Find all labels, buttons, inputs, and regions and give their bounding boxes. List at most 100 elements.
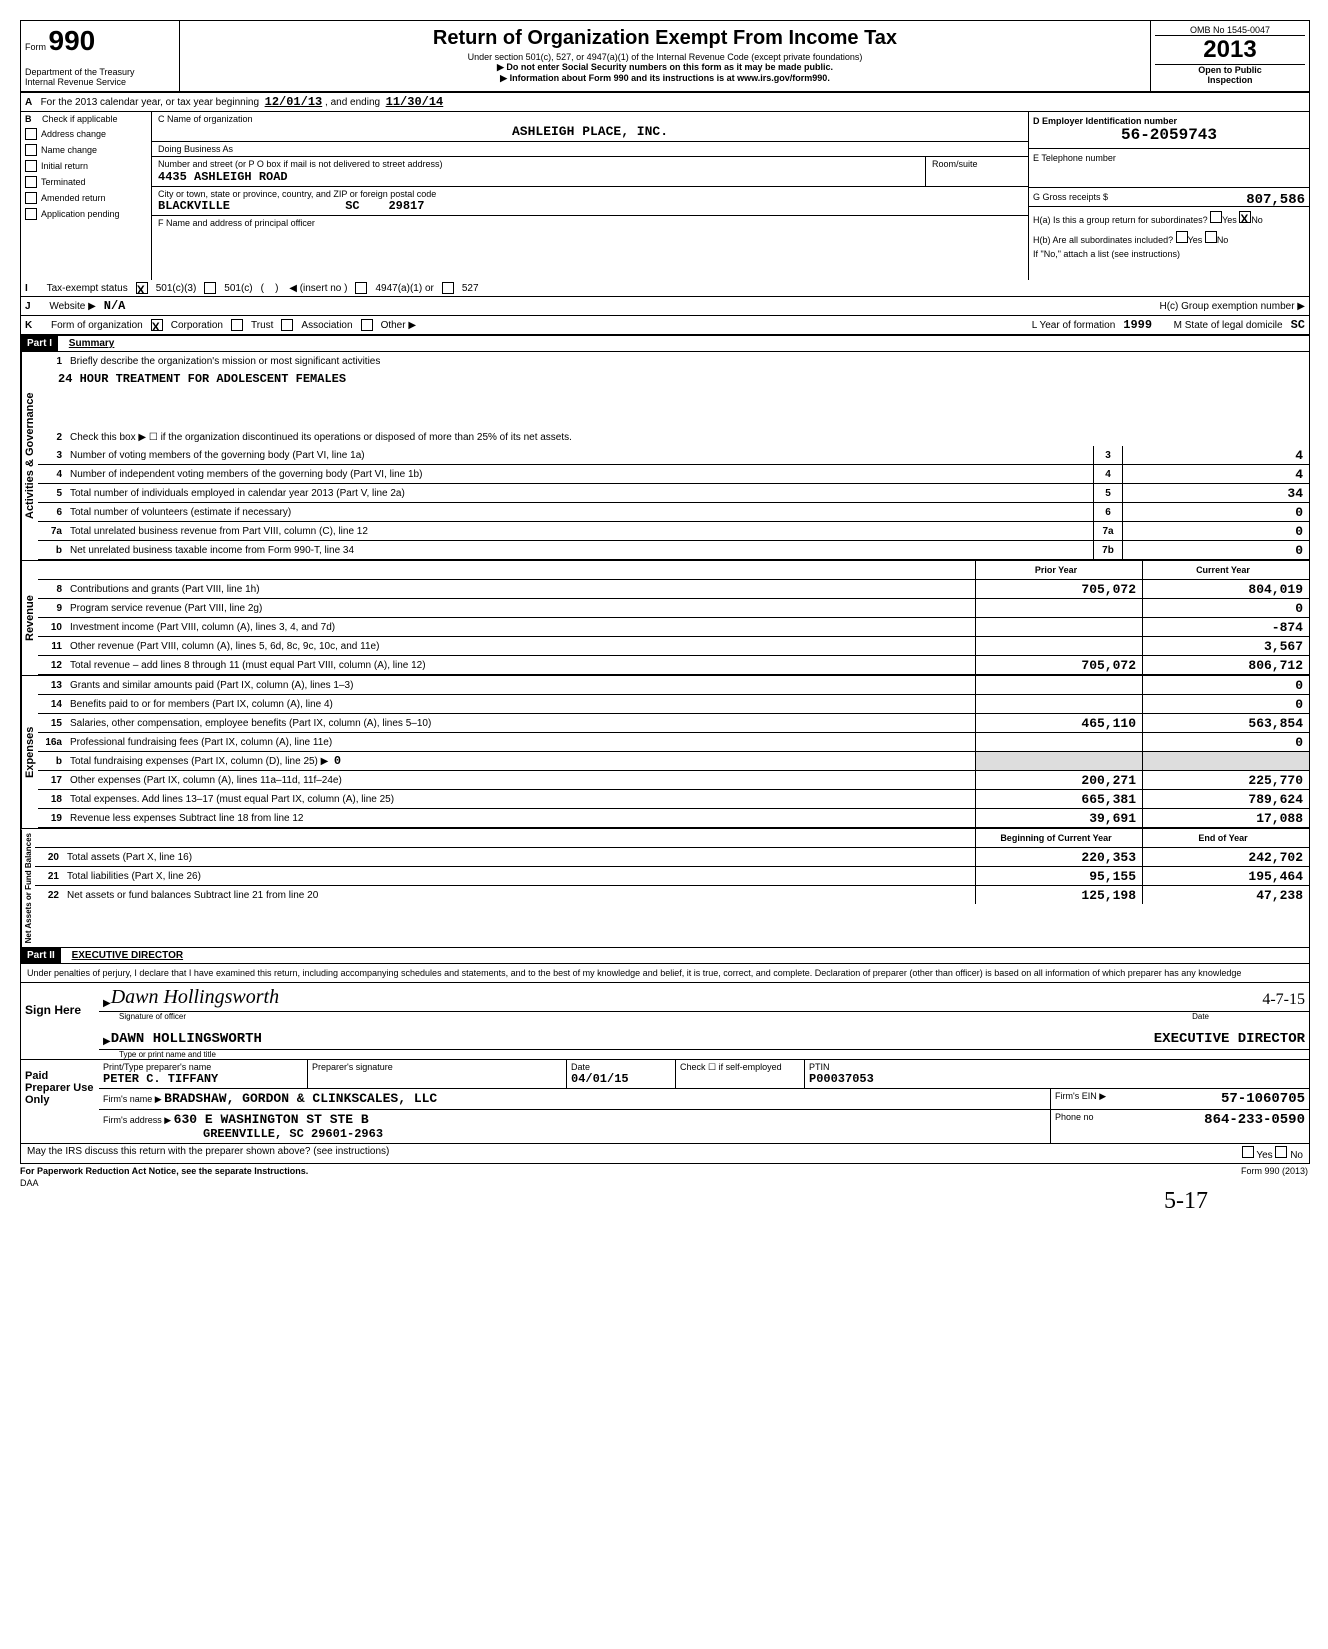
handwritten-note: 5-17: [20, 1188, 1308, 1215]
paperwork-note: For Paperwork Reduction Act Notice, see …: [20, 1166, 308, 1176]
addr-label: Firm's address ▶: [103, 1115, 171, 1125]
form-subtitle: Under section 501(c), 527, or 4947(a)(1)…: [184, 52, 1146, 62]
line19-prior: 39,691: [975, 809, 1142, 827]
lbl-assoc: Association: [301, 320, 352, 331]
x-corp: X: [152, 320, 160, 334]
part1-header-row: Part I Summary: [21, 335, 1309, 352]
ha-yes[interactable]: [1210, 211, 1222, 223]
line20-prior: 220,353: [975, 848, 1142, 866]
chk-corp[interactable]: X: [151, 319, 163, 331]
ha-yes-lbl: Yes: [1222, 215, 1237, 225]
irs-label: Internal Revenue Service: [25, 77, 126, 87]
ha-no[interactable]: X: [1239, 211, 1251, 223]
officer-signature: Dawn Hollingsworth: [111, 986, 279, 1009]
line22-text: Net assets or fund balances Subtract lin…: [63, 888, 975, 903]
line4-text: Number of independent voting members of …: [66, 467, 1093, 482]
daa-label: DAA: [20, 1178, 1308, 1188]
name-label: C Name of organization: [158, 114, 253, 124]
dba-label: Doing Business As: [158, 144, 233, 154]
chk-pending[interactable]: [25, 208, 37, 220]
chk-amended[interactable]: [25, 192, 37, 204]
chk-assoc[interactable]: [281, 319, 293, 331]
discuss-no[interactable]: [1275, 1146, 1287, 1158]
chk-527[interactable]: [442, 282, 454, 294]
sign-section: Sign Here ▶ Dawn Hollingsworth 4-7-15 Si…: [21, 983, 1309, 1059]
exp-label: Expenses: [21, 676, 38, 828]
street-label: Number and street (or P O box if mail is…: [158, 159, 442, 169]
chk-name[interactable]: [25, 144, 37, 156]
ha-label: H(a) Is this a group return for subordin…: [1033, 215, 1208, 225]
hb-no[interactable]: [1205, 231, 1217, 243]
rev-content: Prior YearCurrent Year 8Contributions an…: [38, 561, 1309, 675]
header-left: Form 990 Department of the Treasury Inte…: [21, 21, 180, 91]
line12-text: Total revenue – add lines 8 through 11 (…: [66, 658, 975, 673]
dba-box: Doing Business As: [152, 142, 1028, 157]
line10-prior: [975, 618, 1142, 636]
tax-year: 2013: [1155, 36, 1305, 64]
addr2: GREENVILLE, SC 29601-2963: [203, 1127, 383, 1141]
year-formed: 1999: [1123, 318, 1152, 332]
lbl-initial: Initial return: [41, 161, 88, 171]
line20-text: Total assets (Part X, line 16): [63, 850, 975, 865]
chk-terminated[interactable]: [25, 176, 37, 188]
line5-val: 34: [1123, 486, 1309, 501]
chk-other[interactable]: [361, 319, 373, 331]
chk-501c3[interactable]: X: [136, 282, 148, 294]
lbl-pending: Application pending: [41, 209, 120, 219]
sign-right: ▶ Dawn Hollingsworth 4-7-15 Signature of…: [99, 983, 1309, 1059]
line16b-label: Total fundraising expenses (Part IX, col…: [70, 756, 328, 767]
chk-initial[interactable]: [25, 160, 37, 172]
chk-4947[interactable]: [355, 282, 367, 294]
ha-no-x: X: [1240, 212, 1248, 226]
row-a-mid: , and ending: [325, 97, 380, 108]
line11-text: Other revenue (Part VIII, column (A), li…: [66, 639, 975, 654]
firm-label: Firm's name ▶: [103, 1094, 162, 1104]
k-label: Form of organization: [51, 320, 143, 331]
line17-prior: 200,271: [975, 771, 1142, 789]
chk-address[interactable]: [25, 128, 37, 140]
omb-number: OMB No 1545-0047: [1155, 25, 1305, 36]
header-center: Return of Organization Exempt From Incom…: [180, 21, 1150, 91]
chk-501c[interactable]: [204, 282, 216, 294]
city-value: BLACKVILLE: [158, 199, 230, 213]
firm-ein-cell: Firm's EIN ▶ 57-1060705: [1051, 1089, 1309, 1109]
i-label: Tax-exempt status: [47, 283, 128, 294]
line8-text: Contributions and grants (Part VIII, lin…: [66, 582, 975, 597]
line9-text: Program service revenue (Part VIII, line…: [66, 601, 975, 616]
prep-date-cell: Date04/01/15: [567, 1060, 676, 1088]
gov-content: 1Briefly describe the organization's mis…: [38, 352, 1309, 560]
form-title: Return of Organization Exempt From Incom…: [184, 27, 1146, 50]
check-se: Check ☐ if self-employed: [676, 1060, 805, 1088]
title-label: Type or print name and title: [99, 1050, 1309, 1059]
gov-section: Activities & Governance 1Briefly describ…: [21, 352, 1309, 560]
line15-text: Salaries, other compensation, employee b…: [66, 716, 975, 731]
form-foot: Form 990 (2013): [1241, 1166, 1308, 1176]
chk-trust[interactable]: [231, 319, 243, 331]
rev-label: Revenue: [21, 561, 38, 675]
firm-addr-cell: Firm's address ▶ 630 E WASHINGTON ST STE…: [99, 1110, 1051, 1143]
part1-title: Summary: [61, 338, 115, 349]
line20-current: 242,702: [1142, 848, 1309, 866]
footer-row: For Paperwork Reduction Act Notice, see …: [20, 1164, 1308, 1178]
line7a-val: 0: [1123, 524, 1309, 539]
ssn-note: ▶ Do not enter Social Security numbers o…: [184, 62, 1146, 73]
zip-value: 29817: [388, 199, 424, 213]
line14-current: 0: [1142, 695, 1309, 713]
form-990: Form 990 Department of the Treasury Inte…: [20, 20, 1310, 1164]
h-section: H(a) Is this a group return for subordin…: [1029, 207, 1309, 263]
ha-row: H(a) Is this a group return for subordin…: [1033, 211, 1305, 225]
firm-name: BRADSHAW, GORDON & CLINKSCALES, LLC: [164, 1091, 437, 1106]
lbl-amended: Amended return: [41, 193, 106, 203]
street-value: 4435 ASHLEIGH ROAD: [158, 170, 919, 184]
hb-yes[interactable]: [1176, 231, 1188, 243]
ein-label: D Employer Identification number: [1033, 116, 1177, 126]
discuss-yes[interactable]: [1242, 1146, 1254, 1158]
line21-text: Total liabilities (Part X, line 26): [63, 869, 975, 884]
preparer-right: Print/Type preparer's name PETER C. TIFF…: [99, 1060, 1309, 1143]
discuss-no-lbl: No: [1290, 1150, 1303, 1161]
line16a-current: 0: [1142, 733, 1309, 751]
name-box: C Name of organization ASHLEIGH PLACE, I…: [152, 112, 1028, 142]
row-a-text: For the 2013 calendar year, or tax year …: [41, 97, 259, 108]
row-j: J Website ▶ N/A H(c) Group exemption num…: [21, 297, 1309, 316]
row-i: I Tax-exempt status X 501(c)(3) 501(c) (…: [21, 280, 1309, 297]
